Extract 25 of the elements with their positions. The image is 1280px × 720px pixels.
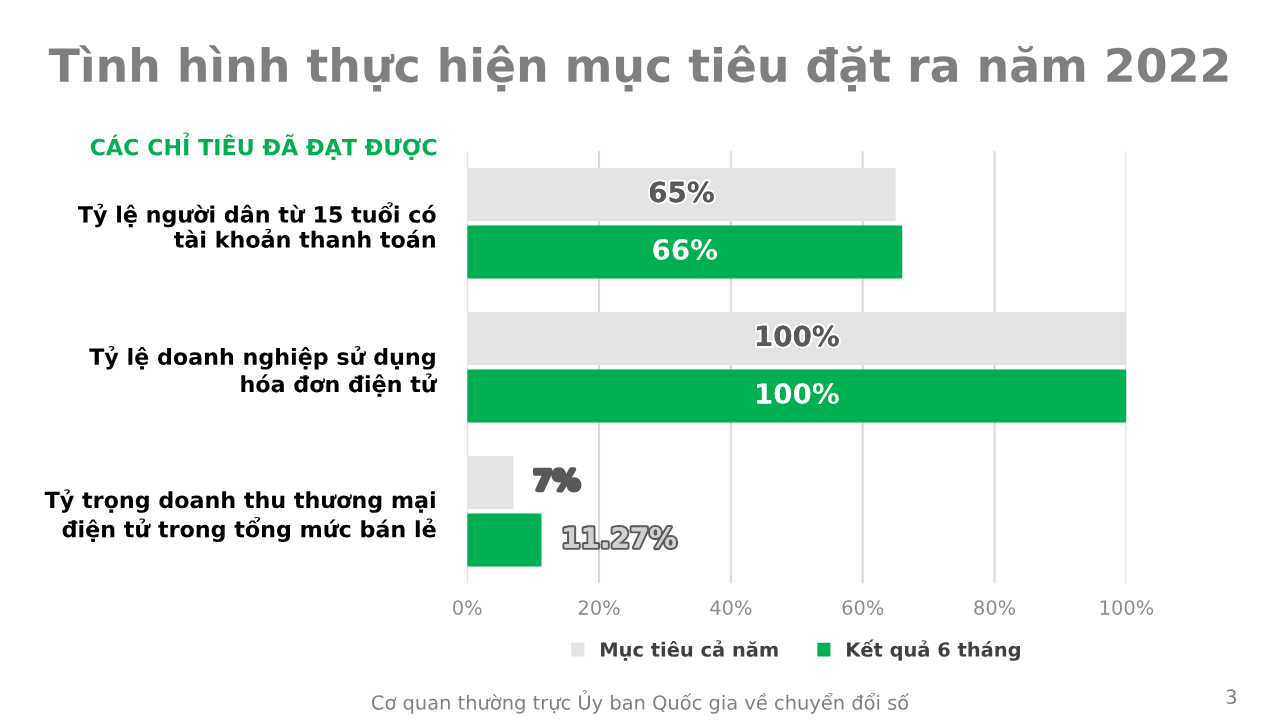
bar [467, 513, 542, 567]
x-tick-label: 40% [710, 600, 752, 615]
data-label: 100% [757, 325, 839, 347]
x-tick-label: 20% [578, 600, 620, 615]
y-tick-label: Tỷ lệ người dân từ 15 tuổi có tài khoản thanh toán [77, 202, 436, 248]
x-tick-label: 0% [453, 600, 482, 615]
text: Cơ quan thường trực Ủy ban Quốc gia về chuyển đổi số [371, 690, 909, 714]
data-label: 100% [757, 383, 839, 405]
data-label: 11.27% [564, 527, 677, 549]
data-label: 65% [649, 181, 714, 203]
bar [467, 225, 903, 279]
data-label: 66% [653, 239, 718, 261]
bar [467, 455, 514, 509]
x-tick-label: 80% [974, 600, 1016, 615]
y-tick-label: Tỷ lệ doanh nghiệp sử dụng hóa đơn điện tử [89, 346, 438, 397]
chart-title: Tình hình thực hiện mục tiêu đặt ra năm 2022 [48, 45, 1228, 92]
data-label: 7% [534, 469, 580, 491]
x-tick-label: 100% [1100, 600, 1154, 615]
y-tick-label: Tỷ trọng doanh thu thương mại điện tử trong tổng mức bán lẻ [44, 489, 436, 542]
text: 3 [1226, 689, 1236, 705]
bar [467, 369, 1127, 423]
text: CÁC CHỈ TIÊU ĐÃ ĐẠT ĐƯỢC [90, 132, 437, 160]
legend-label: Kết quả 6 tháng [847, 639, 1020, 661]
legend-label: Mục tiêu cả năm [601, 640, 778, 661]
x-tick-label: 60% [842, 600, 884, 615]
